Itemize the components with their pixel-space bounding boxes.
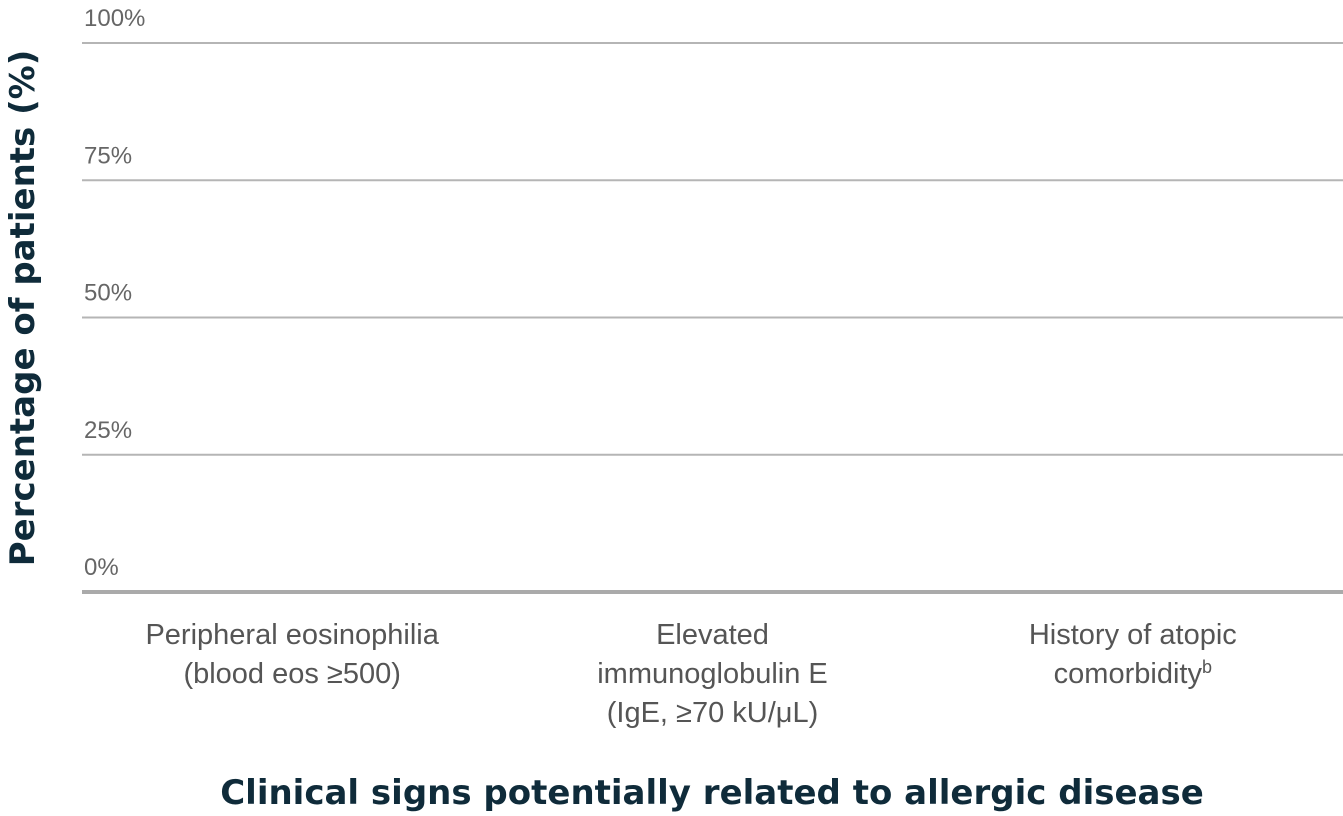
gridlines: [82, 42, 1343, 456]
x-category-labels: Peripheral eosinophilia (blood eos ≥500) E…: [145, 619, 1236, 729]
y-tick-labels: 0% 25% 50% 75% 100%: [84, 5, 145, 581]
x-category-label-line: (blood eos ≥500): [183, 658, 400, 690]
x-category-label-line: (IgE, ≥70 kU/μL): [607, 697, 819, 729]
x-category-label-line: Elevated: [656, 619, 769, 651]
x-category-label-line: comorbidity: [1054, 658, 1203, 690]
x-axis-title: Clinical signs potentially related to al…: [220, 773, 1204, 813]
footnote-marker: b: [1202, 657, 1212, 677]
y-tick-label: 50%: [84, 280, 132, 307]
x-category-label-line: Peripheral eosinophilia: [145, 619, 439, 651]
y-tick-label: 75%: [84, 142, 132, 169]
x-category-label: Elevated immunoglobulin E (IgE, ≥70 kU/μL): [597, 619, 828, 729]
y-tick-label: 25%: [84, 417, 132, 444]
y-tick-label: 0%: [84, 554, 119, 581]
x-category-label-line: History of atopic: [1029, 619, 1237, 651]
y-axis-title: Percentage of patients (%): [3, 50, 43, 567]
y-tick-label: 100%: [84, 5, 145, 32]
x-category-label-line: immunoglobulin E: [597, 658, 828, 690]
x-category-label: Peripheral eosinophilia (blood eos ≥500): [145, 619, 439, 690]
x-category-label: History of atopic comorbidityb: [1029, 619, 1237, 690]
